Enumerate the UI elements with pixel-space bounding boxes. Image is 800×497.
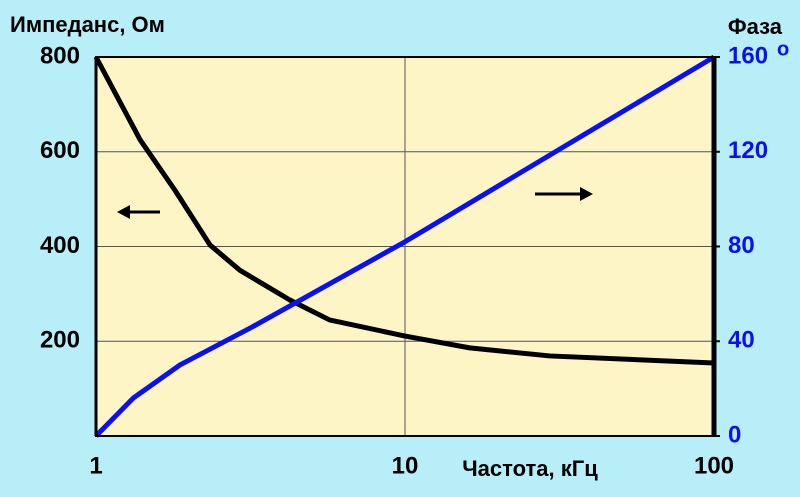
y-axis-label: Импеданс, Ом	[10, 12, 165, 37]
lines	[93, 54, 716, 438]
x-tick-label: 1	[89, 452, 102, 479]
y-tick-label: 800	[40, 42, 80, 69]
x-tick-label: 10	[392, 452, 419, 479]
y2-tick-label: 160	[728, 42, 768, 69]
y2-tick-label: 120	[728, 137, 768, 164]
y2-unit: o	[777, 38, 789, 60]
y2-tick-label: 80	[728, 232, 755, 259]
y-tick-label: 200	[40, 327, 80, 354]
right-arrow	[535, 187, 593, 201]
series-line	[94, 54, 716, 438]
y-tick-label: 400	[40, 232, 80, 259]
y2-axis-label: Фаза	[728, 14, 783, 39]
x-tick-label: 100	[694, 452, 734, 479]
left-arrow	[117, 205, 160, 219]
y2-tick-label: 0	[728, 421, 741, 448]
y-tick-label: 600	[40, 137, 80, 164]
x-axis-label: Частота, кГц	[462, 456, 598, 481]
y2-tick-label: 40	[728, 327, 755, 354]
series-line	[93, 55, 715, 366]
